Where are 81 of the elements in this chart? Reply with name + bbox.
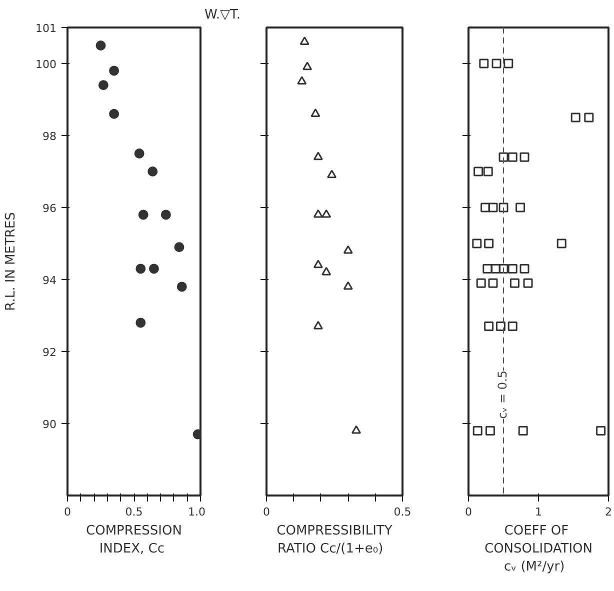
point [504,58,514,68]
point [300,36,310,45]
point [148,166,158,176]
point [313,209,323,218]
point [322,266,332,276]
y-tick-label: 92 [42,346,57,359]
point [556,238,566,248]
point [492,58,502,68]
point [343,245,353,254]
point [480,202,490,212]
point [596,426,606,436]
point [297,76,307,85]
point [148,264,159,274]
point [474,166,484,176]
point [310,108,320,117]
y-tick-label: 90 [42,418,57,431]
point [479,58,489,68]
text: W.▽T. [204,8,241,22]
y-tick-label: 94 [42,274,57,287]
point [472,238,482,248]
point [508,264,518,274]
point [498,152,508,162]
point [343,281,353,290]
point [176,282,187,292]
point [508,152,518,162]
point [570,112,580,122]
x-tick-label: 0 [465,506,472,518]
ref-line-label: cᵥ = 0.5 [496,370,510,419]
point [523,278,533,288]
point [302,62,312,70]
point [472,426,482,436]
point [313,260,323,268]
y-axis-title: R.L. IN METRES [4,212,19,311]
y-tick-label: 101 [36,22,57,35]
x-axis-title: COMPRESSIBILITY RATIO Cc/(1+e₀) [276,524,392,556]
point [491,264,501,274]
point [508,322,518,332]
x-axis-title: COMPRESSION INDEX, Cc [86,524,182,556]
x-tick-label: 1.0 [188,506,206,518]
point [160,210,171,220]
point [488,202,498,212]
point [138,210,148,220]
x-tick-label: 1 [535,506,542,518]
point [322,209,332,218]
x-tick-label: 0 [263,506,270,518]
point [327,170,337,178]
y-tick-label: 100 [36,58,57,71]
point [520,264,530,274]
point [136,264,146,274]
point [520,152,530,162]
point [584,112,594,122]
point [98,80,108,90]
point [109,66,120,76]
point [313,320,323,330]
point [485,426,495,436]
x-tick-label: 0.5 [394,506,412,518]
point [134,148,144,158]
point [518,426,528,436]
point [313,152,323,160]
point [484,322,494,332]
point [516,202,526,212]
point [352,425,362,434]
point [96,40,106,50]
point [510,278,520,288]
x-tick-label: 2 [605,506,612,518]
point [109,108,120,119]
y-tick-label: 98 [42,130,57,143]
point [496,322,506,332]
y-tick-label: 96 [42,202,57,215]
x-axis-title: COEFF OF CONSOLIDATION cᵥ (M²/yr) [484,524,593,574]
point [488,278,498,288]
point [476,278,486,288]
x-tick-label: 0.5 [125,506,143,518]
point [498,264,508,274]
point [483,166,493,176]
point [482,264,492,274]
point [136,318,146,328]
point [484,238,494,248]
point [174,242,184,252]
x-tick-label: 0 [64,506,71,518]
point [498,202,508,212]
